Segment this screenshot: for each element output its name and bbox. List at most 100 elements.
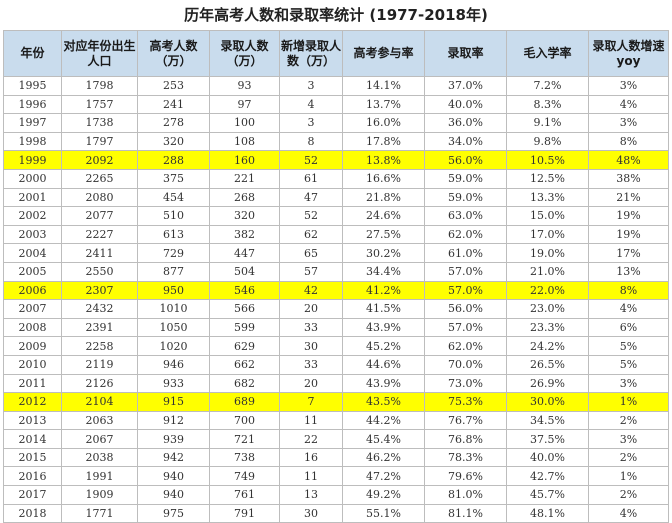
cell-year: 2018 <box>3 503 62 523</box>
cell-gross-enrollment: 23.0% <box>506 299 589 319</box>
cell-new-admitted: 16 <box>279 447 343 468</box>
cell-admission-rate: 57.0% <box>424 280 507 301</box>
cell-birth-population: 1909 <box>61 485 138 505</box>
cell-admitted: 662 <box>209 354 280 375</box>
cell-birth-population: 1738 <box>61 113 138 133</box>
cell-participation-rate: 43.9% <box>342 373 425 394</box>
cell-birth-population: 2550 <box>61 261 138 282</box>
cell-growth-yoy: 8% <box>588 280 669 301</box>
cell-new-admitted: 30 <box>279 503 343 523</box>
cell-exam-takers: 288 <box>137 150 210 170</box>
cell-birth-population: 2092 <box>61 150 138 170</box>
cell-admission-rate: 59.0% <box>424 168 507 189</box>
cell-year: 1996 <box>3 94 62 115</box>
cell-admission-rate: 61.0% <box>424 243 507 263</box>
cell-admission-rate: 76.7% <box>424 410 507 431</box>
cell-year: 2017 <box>3 485 62 505</box>
cell-admission-rate: 57.0% <box>424 317 507 338</box>
cell-admission-rate: 59.0% <box>424 187 507 208</box>
cell-admitted: 738 <box>209 447 280 468</box>
cell-birth-population: 2265 <box>61 168 138 189</box>
table-row: 2011 2126 933 682 20 43.9% 73.0% 26.9% 3% <box>3 373 669 394</box>
table-row: 2012 2104 915 689 7 43.5% 75.3% 30.0% 1% <box>3 392 669 412</box>
cell-gross-enrollment: 45.7% <box>506 485 589 505</box>
cell-year: 2010 <box>3 354 62 375</box>
table-row: 2000 2265 375 221 61 16.6% 59.0% 12.5% 38% <box>3 168 669 189</box>
cell-growth-yoy: 2% <box>588 447 669 468</box>
cell-year: 2000 <box>3 168 62 189</box>
cell-growth-yoy: 21% <box>588 187 669 208</box>
cell-admission-rate: 37.0% <box>424 76 507 96</box>
cell-admission-rate: 78.3% <box>424 447 507 468</box>
cell-new-admitted: 33 <box>279 354 343 375</box>
cell-admitted: 97 <box>209 94 280 115</box>
cell-exam-takers: 940 <box>137 485 210 505</box>
cell-new-admitted: 33 <box>279 317 343 338</box>
cell-birth-population: 2063 <box>61 410 138 431</box>
cell-participation-rate: 43.5% <box>342 392 425 412</box>
cell-participation-rate: 24.6% <box>342 206 425 226</box>
cell-exam-takers: 940 <box>137 466 210 487</box>
cell-admission-rate: 79.6% <box>424 466 507 487</box>
table-row: 2001 2080 454 268 47 21.8% 59.0% 13.3% 21% <box>3 187 669 208</box>
cell-year: 2016 <box>3 466 62 487</box>
cell-admitted: 447 <box>209 243 280 263</box>
cell-new-admitted: 8 <box>279 131 343 152</box>
cell-new-admitted: 52 <box>279 206 343 226</box>
cell-year: 1997 <box>3 113 62 133</box>
cell-participation-rate: 16.6% <box>342 168 425 189</box>
cell-growth-yoy: 8% <box>588 131 669 152</box>
cell-gross-enrollment: 21.0% <box>506 261 589 282</box>
cell-year: 2013 <box>3 410 62 431</box>
cell-admission-rate: 76.8% <box>424 429 507 449</box>
cell-exam-takers: 1010 <box>137 299 210 319</box>
cell-gross-enrollment: 7.2% <box>506 76 589 96</box>
cell-new-admitted: 11 <box>279 466 343 487</box>
cell-exam-takers: 915 <box>137 392 210 412</box>
cell-new-admitted: 20 <box>279 373 343 394</box>
cell-admission-rate: 70.0% <box>424 354 507 375</box>
cell-growth-yoy: 19% <box>588 224 669 245</box>
col-header-birth-population: 对应年份出生人口 <box>61 30 138 77</box>
cell-admitted: 566 <box>209 299 280 319</box>
cell-participation-rate: 45.2% <box>342 336 425 356</box>
header-row: 年份 对应年份出生人口 高考人数（万） 录取人数（万） 新增录取人数（万） 高考… <box>3 30 669 77</box>
cell-new-admitted: 52 <box>279 150 343 170</box>
cell-participation-rate: 34.4% <box>342 261 425 282</box>
cell-participation-rate: 43.9% <box>342 317 425 338</box>
cell-growth-yoy: 13% <box>588 261 669 282</box>
cell-gross-enrollment: 9.8% <box>506 131 589 152</box>
cell-birth-population: 2067 <box>61 429 138 449</box>
cell-admission-rate: 57.0% <box>424 261 507 282</box>
cell-participation-rate: 47.2% <box>342 466 425 487</box>
cell-new-admitted: 30 <box>279 336 343 356</box>
cell-growth-yoy: 17% <box>588 243 669 263</box>
cell-new-admitted: 4 <box>279 94 343 115</box>
cell-birth-population: 1797 <box>61 131 138 152</box>
cell-birth-population: 2077 <box>61 206 138 226</box>
col-header-new-admitted: 新增录取人数（万） <box>279 30 343 77</box>
cell-new-admitted: 22 <box>279 429 343 449</box>
cell-birth-population: 2080 <box>61 187 138 208</box>
cell-participation-rate: 45.4% <box>342 429 425 449</box>
cell-year: 1998 <box>3 131 62 152</box>
col-header-gross-enrollment: 毛入学率 <box>506 30 589 77</box>
cell-birth-population: 2432 <box>61 299 138 319</box>
cell-birth-population: 2119 <box>61 354 138 375</box>
cell-growth-yoy: 3% <box>588 429 669 449</box>
table-row: 2006 2307 950 546 42 41.2% 57.0% 22.0% 8% <box>3 280 669 301</box>
cell-admitted: 599 <box>209 317 280 338</box>
cell-birth-population: 2258 <box>61 336 138 356</box>
cell-birth-population: 1991 <box>61 466 138 487</box>
cell-year: 2008 <box>3 317 62 338</box>
cell-growth-yoy: 4% <box>588 94 669 115</box>
cell-participation-rate: 13.7% <box>342 94 425 115</box>
cell-admitted: 221 <box>209 168 280 189</box>
cell-gross-enrollment: 23.3% <box>506 317 589 338</box>
admission-table: 年份 对应年份出生人口 高考人数（万） 录取人数（万） 新增录取人数（万） 高考… <box>3 30 669 523</box>
cell-exam-takers: 454 <box>137 187 210 208</box>
cell-growth-yoy: 4% <box>588 503 669 523</box>
cell-admission-rate: 81.0% <box>424 485 507 505</box>
cell-admission-rate: 81.1% <box>424 503 507 523</box>
cell-participation-rate: 17.8% <box>342 131 425 152</box>
